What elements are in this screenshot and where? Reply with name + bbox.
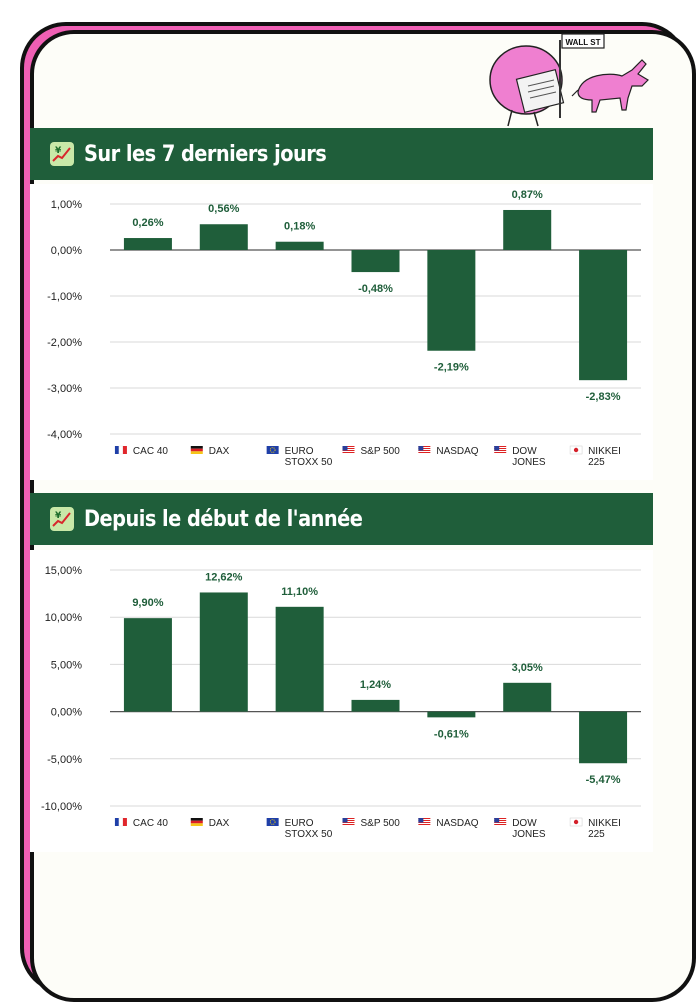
bar-dow-jones [503, 209, 552, 250]
svg-text:¥: ¥ [55, 146, 62, 156]
section-title: Depuis le début de l'année [84, 506, 363, 532]
bar-cac-40 [123, 238, 172, 250]
data-label: 3,05% [512, 662, 543, 674]
y-tick-label: 10,00% [45, 612, 83, 624]
y-tick-label: 15,00% [45, 565, 83, 577]
x-tick-label: DOW [512, 446, 537, 457]
data-label: 0,56% [208, 203, 239, 215]
bar-nikkei-225 [579, 250, 628, 381]
y-tick-label: -3,00% [47, 383, 82, 395]
bar-nasdaq [427, 250, 476, 351]
bar-s-p-500 [351, 250, 400, 273]
chart-increasing-with-yen-icon: ¥ [50, 142, 74, 166]
x-tick-label: NASDAQ [436, 446, 478, 457]
newspaper-icon [515, 68, 565, 114]
flag-us-icon [342, 818, 355, 826]
x-tick-label: NASDAQ [436, 818, 478, 829]
data-label: 12,62% [205, 571, 243, 583]
bar-cac-40 [123, 618, 172, 712]
flag-de-icon [190, 818, 203, 826]
x-tick-label: CAC 40 [133, 446, 168, 457]
x-tick-label: S&P 500 [361, 818, 401, 829]
y-tick-label: -1,00% [47, 291, 82, 303]
data-label: -0,48% [358, 283, 393, 295]
flag-us-icon [494, 818, 507, 826]
bar-s-p-500 [351, 699, 400, 712]
svg-text:¥: ¥ [55, 511, 62, 521]
data-label: 1,24% [360, 679, 391, 691]
x-tick-label: STOXX 50 [285, 829, 333, 840]
chart-year-to-date: 15,00% 10,00% 5,00% 0,00% -5,00% -10,00% 9,90%… [30, 550, 653, 852]
y-tick-label: -4,00% [47, 429, 82, 441]
x-tick-label: EURO [285, 818, 314, 829]
flag-fr-icon [114, 817, 127, 827]
x-tick-label: NIKKEI [588, 446, 621, 457]
flag-us-icon [494, 446, 507, 454]
data-label: 0,87% [512, 189, 543, 201]
data-label: 0,26% [132, 217, 163, 229]
chart-7-days: 1,00% 0,00% -1,00% -2,00% -3,00% -4,00% 0,26% C… [30, 184, 653, 480]
flag-eu-icon [266, 446, 279, 454]
flag-eu-icon [266, 818, 279, 826]
bar-nasdaq [427, 711, 476, 718]
wall-street-sign-text: WALL ST [566, 38, 601, 47]
x-tick-label: S&P 500 [361, 446, 401, 457]
y-tick-label: 0,00% [51, 707, 82, 719]
section-title: Sur les 7 derniers jours [84, 141, 327, 167]
chart-increasing-with-yen-icon: ¥ [50, 507, 74, 531]
data-label: 11,10% [281, 586, 318, 598]
x-tick-label: 225 [588, 457, 605, 468]
y-tick-label: -10,00% [41, 801, 82, 813]
x-tick-label: NIKKEI [588, 818, 621, 829]
reader-and-bull-illustration: WALL ST [489, 33, 649, 127]
x-tick-label: EURO [285, 446, 314, 457]
street-sign-icon: WALL ST [559, 33, 605, 118]
bar-euro-stoxx-50 [275, 241, 324, 250]
bar-dow-jones [503, 682, 552, 712]
flag-de-icon [190, 446, 203, 454]
flag-us-icon [418, 446, 431, 454]
bar-dax [199, 592, 248, 712]
section-banner-ytd: ¥ Depuis le début de l'année [30, 493, 653, 545]
x-tick-label: JONES [512, 829, 546, 840]
x-tick-label: CAC 40 [133, 818, 168, 829]
flag-us-icon [342, 446, 355, 454]
bar-nikkei-225 [579, 711, 628, 764]
data-label: -2,83% [586, 391, 621, 403]
data-label: -5,47% [586, 774, 621, 786]
bar-euro-stoxx-50 [275, 606, 324, 712]
bar-dax [199, 224, 248, 250]
section-banner-7-days: ¥ Sur les 7 derniers jours [30, 128, 653, 180]
x-tick-label: JONES [512, 457, 546, 468]
data-label: -0,61% [434, 728, 469, 740]
y-tick-label: -5,00% [47, 754, 82, 766]
data-label: 0,18% [284, 221, 315, 233]
y-tick-label: 0,00% [51, 245, 82, 257]
data-label: -2,19% [434, 362, 469, 374]
y-tick-label: -2,00% [47, 337, 82, 349]
bar-chart-7-days: 1,00% 0,00% -1,00% -2,00% -3,00% -4,00% 0,26% C… [47, 189, 641, 468]
flag-fr-icon [114, 445, 127, 455]
bull-icon [571, 59, 649, 113]
data-label: 9,90% [132, 597, 163, 609]
x-tick-label: 225 [588, 829, 605, 840]
flag-jp-icon [569, 445, 583, 455]
y-tick-label: 5,00% [51, 659, 82, 671]
flag-jp-icon [569, 817, 583, 827]
x-tick-label: DOW [512, 818, 537, 829]
flag-us-icon [418, 818, 431, 826]
x-tick-label: STOXX 50 [285, 457, 333, 468]
x-tick-label: DAX [209, 446, 230, 457]
x-tick-label: DAX [209, 818, 230, 829]
y-tick-label: 1,00% [51, 199, 82, 211]
bar-chart-year-to-date: 15,00% 10,00% 5,00% 0,00% -5,00% -10,00% 9,90%… [41, 565, 641, 840]
